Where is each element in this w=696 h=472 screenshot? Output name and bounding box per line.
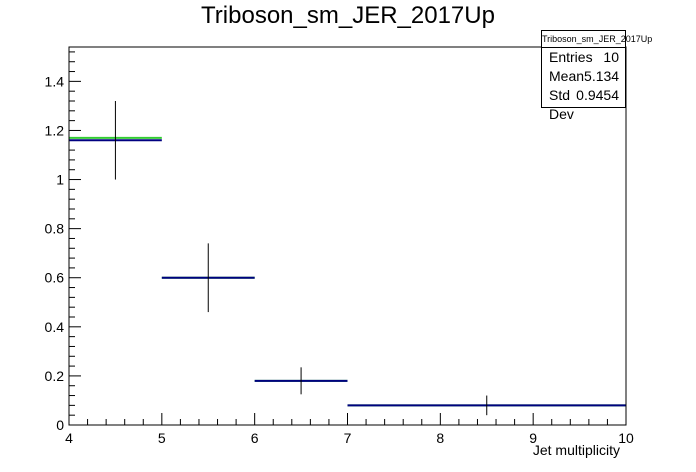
histogram-bars <box>69 136 626 407</box>
y-tick-label: 1.2 <box>45 122 65 138</box>
stats-value: 10 <box>603 49 619 65</box>
stats-row-entries: Entries 10 <box>542 48 625 67</box>
y-tick-label: 1 <box>56 172 64 188</box>
y-tick-label: 0.4 <box>45 319 65 335</box>
stats-box: Triboson_sm_JER_2017Up Entries 10 Mean 5… <box>541 30 652 122</box>
y-tick-label: 0.2 <box>45 368 65 384</box>
stats-title: Triboson_sm_JER_2017Up <box>542 31 652 48</box>
x-tick-label: 7 <box>344 430 352 446</box>
x-axis-label: Jet multiplicity <box>533 442 620 458</box>
error-bars <box>114 101 488 416</box>
x-tick-label: 5 <box>158 430 166 446</box>
y-tick-label: 1.4 <box>45 73 65 89</box>
stats-label: Std Dev <box>549 87 574 122</box>
plot-frame <box>68 46 627 426</box>
stats-value: 5.134 <box>584 68 620 84</box>
stats-label: Entries <box>549 49 593 65</box>
x-tick-label: 4 <box>65 430 73 446</box>
y-tick-label: 0 <box>56 417 64 433</box>
chart-title: Triboson_sm_JER_2017Up <box>201 2 495 29</box>
stats-row-mean: Mean 5.134 <box>542 67 625 86</box>
stats-row-stddev: Std Dev 0.9454 <box>542 86 625 122</box>
x-tick-label: 6 <box>251 430 259 446</box>
stats-value: 0.9454 <box>576 87 619 103</box>
stats-label: Mean <box>549 68 585 84</box>
x-tick-label: 9 <box>529 430 537 446</box>
y-tick-label: 0.8 <box>45 221 65 237</box>
y-tick-label: 0.6 <box>45 270 65 286</box>
x-tick-label: 10 <box>618 430 634 446</box>
tick-labels: 4 5 6 7 8 9 10 0 0.2 0.4 0.6 0.8 1 1.2 1.4 <box>45 73 634 446</box>
axis-ticks <box>68 51 627 426</box>
x-tick-label: 8 <box>436 430 444 446</box>
